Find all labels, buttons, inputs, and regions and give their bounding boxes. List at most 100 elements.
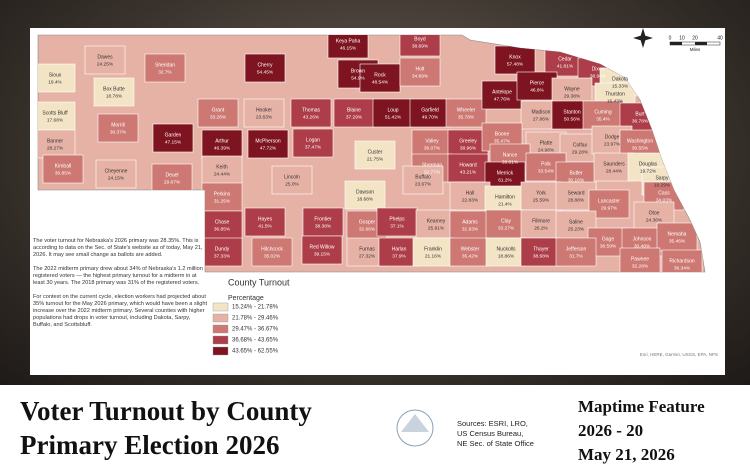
county-name: Johnson bbox=[633, 236, 652, 242]
county-value: 46.39% bbox=[214, 145, 231, 151]
county bbox=[151, 163, 193, 193]
county-value: 29.28% bbox=[572, 149, 589, 155]
county-value: 30.37% bbox=[110, 129, 127, 135]
county bbox=[485, 209, 527, 239]
county-name: Cherry bbox=[257, 62, 273, 68]
county bbox=[485, 237, 527, 267]
county-value: 17.68% bbox=[47, 117, 64, 123]
county-name: Dawson bbox=[356, 189, 374, 195]
county-value: 21.16% bbox=[425, 253, 442, 259]
county-name: Otoe bbox=[649, 210, 660, 216]
county-name: Colfax bbox=[573, 142, 588, 148]
county bbox=[38, 129, 76, 159]
county-value: 51.42% bbox=[385, 114, 402, 120]
county-value: 33.61% bbox=[502, 159, 519, 165]
county-name: Nuckolls bbox=[497, 246, 516, 252]
county-value: 38.69% bbox=[412, 43, 429, 49]
county-value: 31.7% bbox=[569, 253, 583, 259]
county bbox=[447, 129, 489, 159]
county-name: Grant bbox=[212, 107, 225, 113]
county-name: Burt bbox=[635, 111, 645, 117]
legend-label: 21.78% - 29.46% bbox=[232, 316, 279, 322]
county-value: 32.7% bbox=[158, 69, 172, 75]
county-name: Pawnee bbox=[631, 256, 649, 262]
county bbox=[484, 185, 526, 215]
county-value: 30.55% bbox=[632, 145, 649, 151]
county-name: Scotts Bluff bbox=[42, 110, 68, 116]
county-name: Morrill bbox=[111, 122, 125, 128]
county-value: 19.72% bbox=[640, 168, 657, 174]
county-value: 25.91% bbox=[428, 225, 445, 231]
county-value: 36.34% bbox=[674, 265, 691, 271]
legend: County Turnout Percentage 15.24% - 21.78… bbox=[212, 277, 290, 356]
legend-label: 15.24% - 21.78% bbox=[232, 305, 279, 311]
county-value: 50.56% bbox=[564, 116, 581, 122]
county-name: Pierce bbox=[530, 80, 544, 86]
county-name: Cass bbox=[658, 190, 670, 196]
county-value: 48.54% bbox=[372, 79, 389, 85]
county-name: Hitchcock bbox=[261, 246, 283, 252]
footer-title: Voter Turnout by County bbox=[20, 396, 312, 426]
legend-label: 43.65% - 62.55% bbox=[232, 349, 279, 355]
compass bbox=[633, 28, 653, 48]
county bbox=[447, 153, 489, 183]
county-value: 35.4% bbox=[596, 116, 610, 122]
county-name: Hamilton bbox=[495, 194, 515, 200]
county-name: Washington bbox=[627, 138, 653, 144]
county-value: 37.33% bbox=[214, 253, 231, 259]
county-value: 47.72% bbox=[260, 145, 277, 151]
county bbox=[582, 100, 624, 130]
county bbox=[292, 128, 334, 158]
county-name: Franklin bbox=[424, 246, 442, 252]
county-value: 28.44% bbox=[606, 168, 623, 174]
county bbox=[484, 161, 526, 191]
county-name: Frontier bbox=[314, 216, 332, 222]
county-value: 30.16% bbox=[568, 177, 585, 183]
county-name: Nemaha bbox=[668, 231, 687, 237]
county-value: 46.6% bbox=[530, 87, 544, 93]
county-value: 47.76% bbox=[494, 96, 511, 102]
county-name: Box Butte bbox=[103, 86, 125, 92]
county-name: Cuming bbox=[594, 109, 611, 115]
county bbox=[619, 247, 661, 272]
county-value: 37.29% bbox=[346, 114, 363, 120]
county-value: 18.68% bbox=[357, 196, 374, 202]
legend-swatch bbox=[212, 313, 229, 323]
county-value: 27.32% bbox=[359, 253, 376, 259]
source: Sources: ESRI, LRO, bbox=[457, 419, 528, 428]
county-name: Chase bbox=[215, 219, 230, 225]
county-value: 31.25% bbox=[214, 198, 231, 204]
county-value: 46.15% bbox=[340, 45, 357, 51]
county-value: 28.27% bbox=[47, 145, 64, 151]
county-value: 24.98% bbox=[538, 147, 555, 153]
county bbox=[399, 57, 441, 87]
county bbox=[520, 209, 562, 239]
county-value: 43.21% bbox=[460, 169, 477, 175]
county-value: 36.59% bbox=[600, 243, 617, 249]
county-name: Antelope bbox=[492, 89, 512, 95]
county bbox=[449, 181, 491, 211]
county-name: Sioux bbox=[49, 72, 62, 78]
county bbox=[354, 140, 396, 170]
source: NE Sec. of State Office bbox=[457, 439, 534, 448]
county-value: 29.67% bbox=[164, 179, 181, 185]
county-value: 29.38% bbox=[564, 93, 581, 99]
county-name: Perkins bbox=[214, 191, 231, 197]
county-value: 43.26% bbox=[303, 114, 320, 120]
feature: 2026 - 20 bbox=[578, 421, 644, 440]
county-value: 35.46% bbox=[669, 238, 686, 244]
county bbox=[409, 98, 451, 128]
legend-swatch bbox=[212, 324, 229, 334]
county-name: Fillmore bbox=[532, 218, 550, 224]
county-value: 38.68% bbox=[533, 253, 550, 259]
county-value: 37.47% bbox=[305, 144, 322, 150]
county-value: 47.15% bbox=[165, 139, 182, 145]
county-name: Banner bbox=[47, 138, 63, 144]
county bbox=[516, 71, 558, 101]
county-name: Sarpy bbox=[655, 175, 669, 181]
county-name: Sheridan bbox=[155, 62, 175, 68]
county-name: Buffalo bbox=[415, 174, 431, 180]
